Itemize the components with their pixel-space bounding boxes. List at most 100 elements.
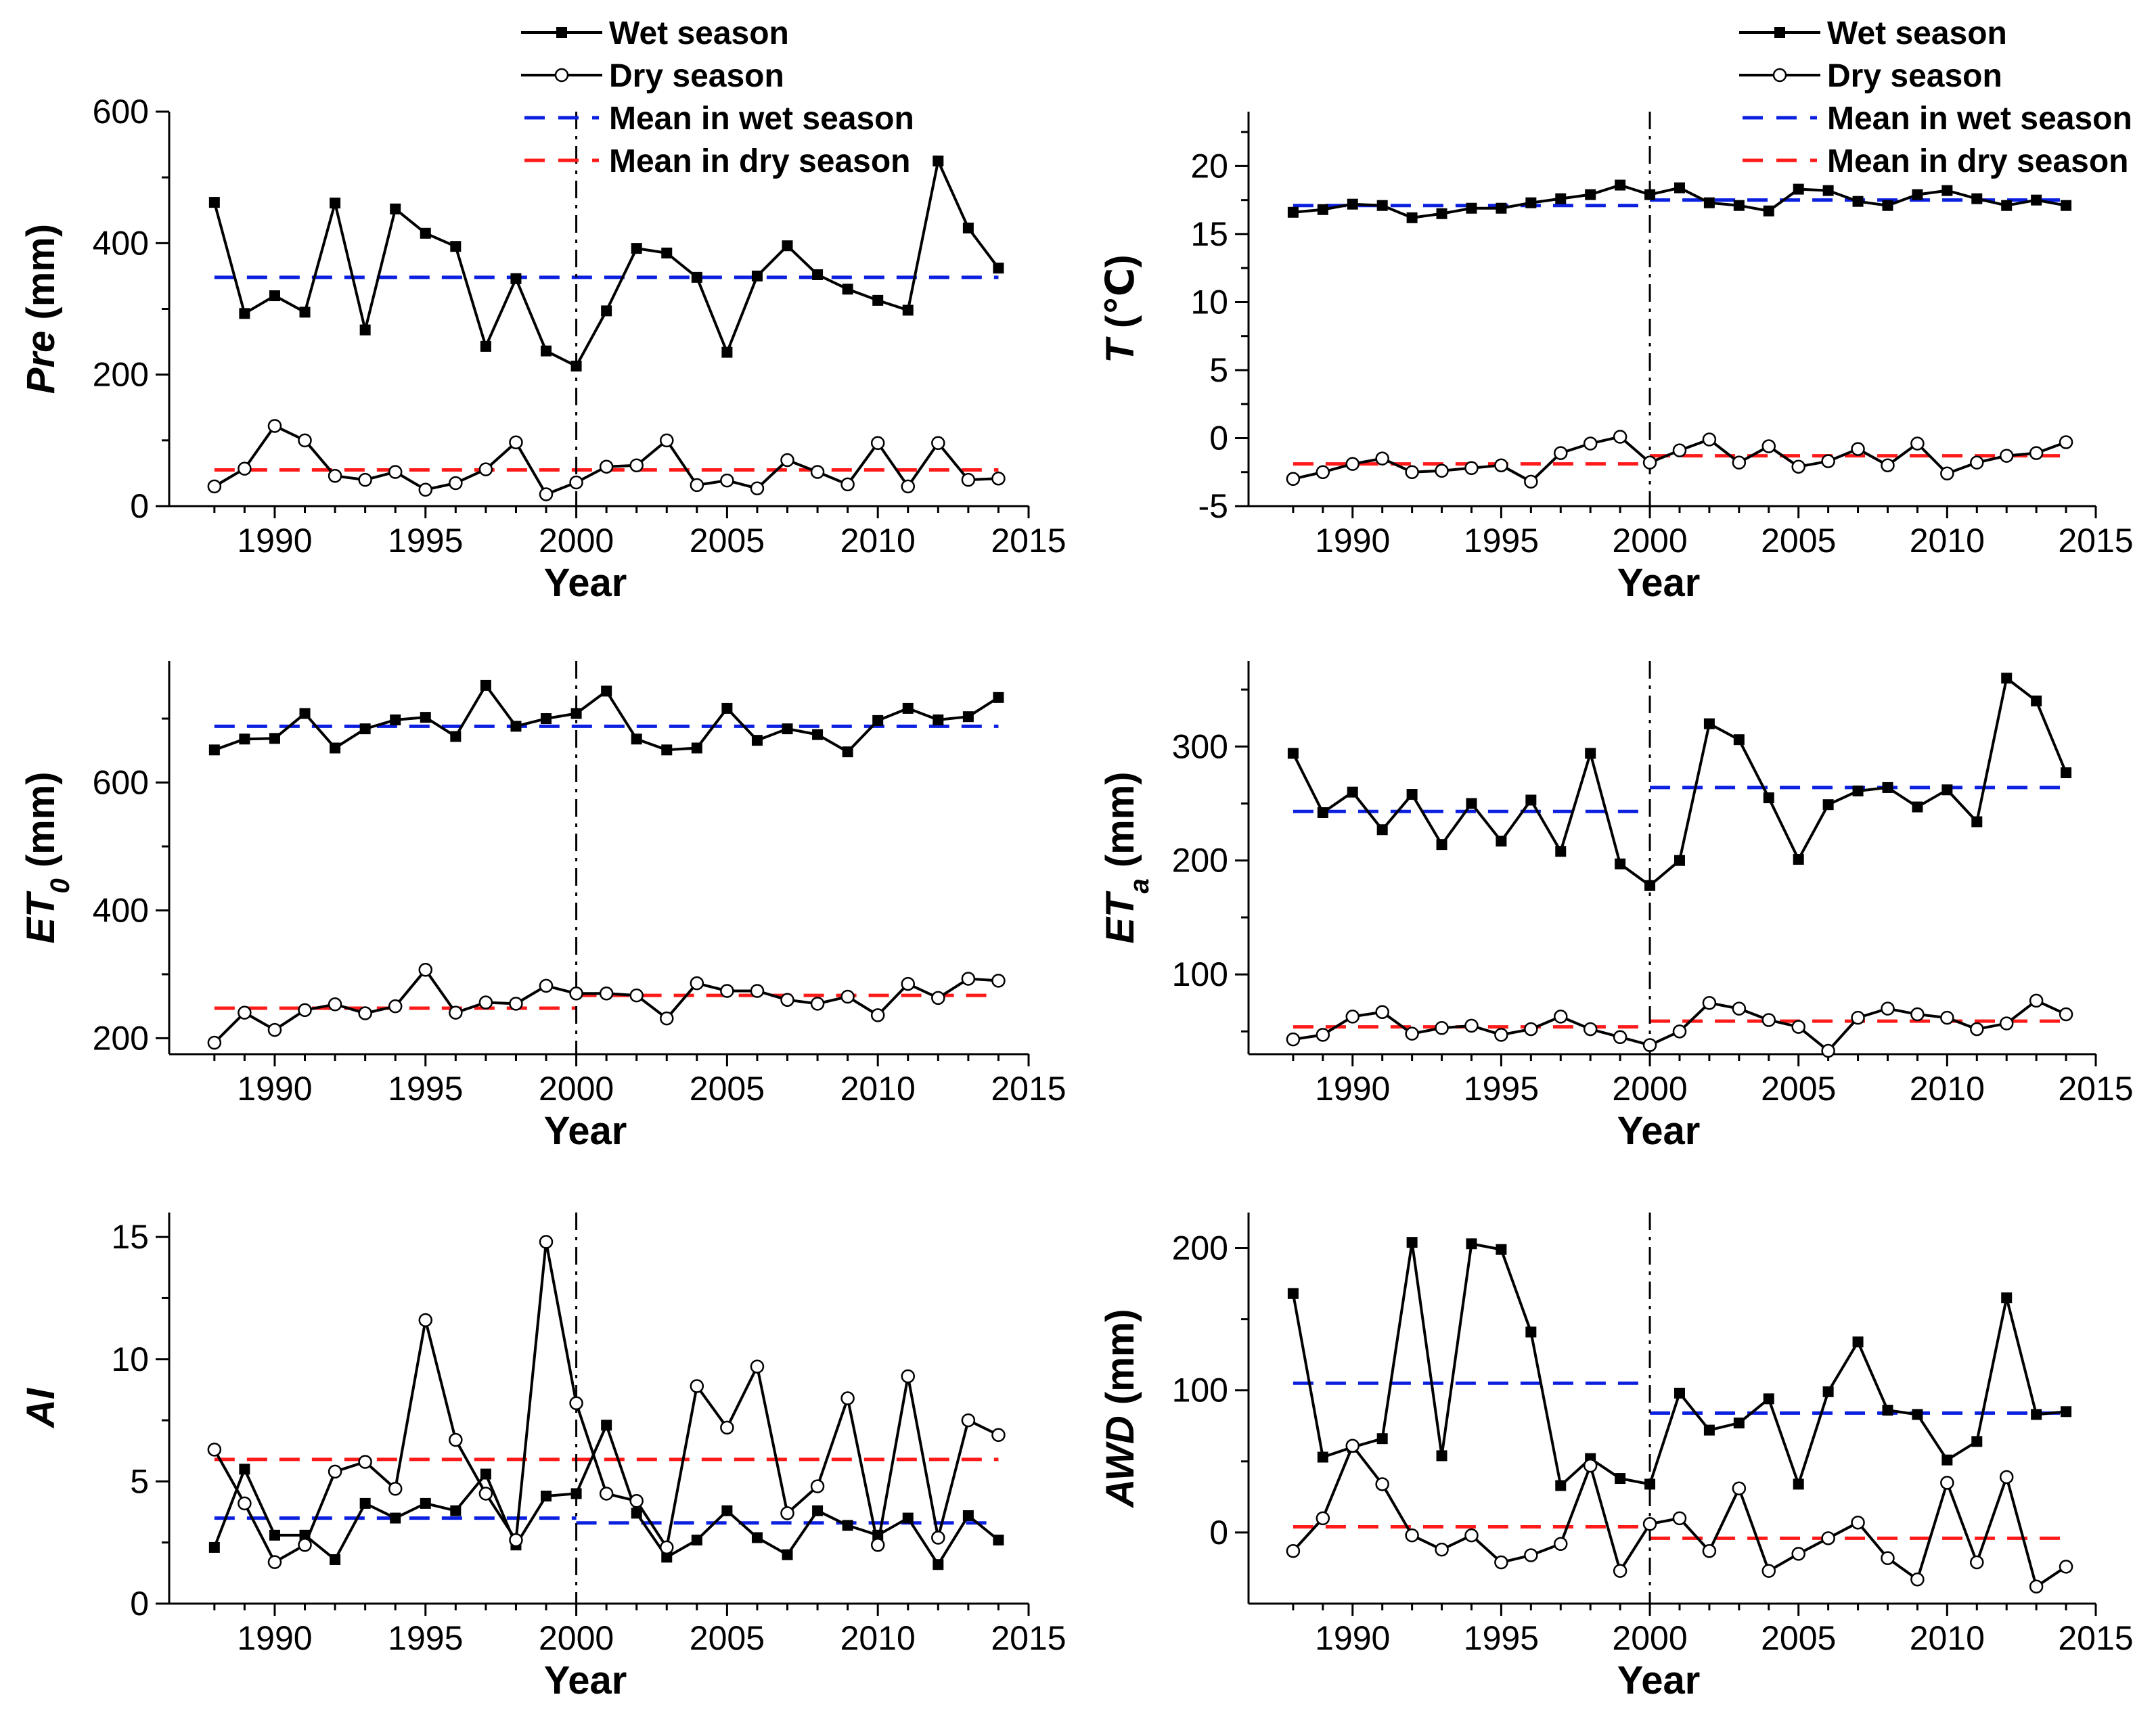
dry-season-point bbox=[1732, 1001, 1747, 1016]
x-tick-label: 2015 bbox=[991, 1070, 1066, 1108]
dry-season-point bbox=[1583, 436, 1598, 451]
legend-dry-marker bbox=[554, 68, 569, 83]
pre-legend: Wet season Dry season Mean in wet season Me… bbox=[521, 16, 914, 179]
wet-season-point bbox=[993, 692, 1004, 703]
dry-season-point bbox=[931, 436, 945, 450]
dry-season-point bbox=[1286, 1032, 1301, 1047]
y-tick-label: 5 bbox=[1209, 351, 1228, 389]
dry-season-point bbox=[238, 1496, 252, 1511]
dry-season-point bbox=[660, 1011, 674, 1026]
dry-season-point bbox=[358, 1455, 372, 1469]
dry-season-point bbox=[1435, 1021, 1449, 1035]
dry-season-point bbox=[870, 1538, 885, 1552]
dry-season-point bbox=[1761, 1564, 1776, 1578]
t-panel: 1990 1995 2000 2005 2010 2015 -5 0 5 10 15 20 Year T … bbox=[1098, 16, 2134, 605]
y-axis-title: T (℃) bbox=[1098, 254, 1142, 363]
y-tick-label: 400 bbox=[93, 224, 149, 262]
dry-season-point bbox=[1345, 457, 1360, 471]
wet-season-point bbox=[812, 729, 824, 740]
wet-season-point bbox=[1852, 196, 1864, 207]
wet-season-point bbox=[872, 715, 884, 726]
wet-season-point bbox=[1763, 205, 1774, 217]
dry-season-point bbox=[1881, 1001, 1895, 1016]
legend-wet-marker bbox=[1774, 27, 1785, 38]
x-tick-label: 1990 bbox=[1315, 1070, 1390, 1108]
wet-season-point bbox=[1822, 185, 1834, 196]
x-tick-label: 2010 bbox=[840, 1070, 916, 1108]
wet-season-point bbox=[782, 723, 793, 735]
wet-season-point bbox=[661, 1552, 673, 1563]
y-axis-unit: (℃) bbox=[1098, 254, 1142, 339]
y-tick-label: 600 bbox=[93, 93, 149, 131]
y-axis-title: AI bbox=[19, 1387, 63, 1429]
dry-season-point bbox=[238, 461, 252, 476]
wet-season-point bbox=[1822, 799, 1834, 811]
dry-season-point bbox=[720, 984, 734, 998]
wet-season-point bbox=[1287, 206, 1299, 218]
dry-season-point bbox=[961, 972, 976, 986]
wet-season-point bbox=[420, 227, 431, 239]
dry-season-point bbox=[207, 1443, 222, 1457]
dry-season-point bbox=[1642, 1038, 1657, 1052]
dry-season-point bbox=[1464, 1528, 1479, 1543]
dry-season-point bbox=[1435, 463, 1449, 478]
wet-season-point bbox=[2061, 200, 2072, 211]
dry-season-point bbox=[2059, 1007, 2073, 1022]
dry-season-point bbox=[1851, 1010, 1865, 1025]
dry-season-point bbox=[1851, 442, 1865, 456]
wet-season-point bbox=[842, 284, 853, 295]
dry-season-point bbox=[1999, 449, 2014, 463]
y-tick-label: 10 bbox=[111, 1340, 149, 1378]
y-tick-label: 15 bbox=[1190, 215, 1228, 253]
ai-panel: 1990 1995 2000 2005 2010 2015 0 5 10 15 Year AI bbox=[19, 1213, 1066, 1702]
wet-season-point bbox=[1466, 1238, 1477, 1250]
wet-season-point bbox=[480, 1468, 491, 1480]
dry-season-point bbox=[720, 473, 734, 488]
dry-season-point bbox=[629, 1494, 644, 1508]
dry-season-point bbox=[1702, 1543, 1717, 1558]
y-axis-variable: AWD bbox=[1098, 1416, 1142, 1508]
wet-season-point bbox=[1971, 193, 1983, 204]
et0-panel: 1990 1995 2000 2005 2010 2015 200 400 600 Year ET0… bbox=[19, 661, 1066, 1153]
dry-season-point bbox=[539, 1235, 554, 1249]
wet-season-point bbox=[933, 714, 944, 725]
legend-label: Wet season bbox=[1827, 16, 2007, 51]
wet-season-point bbox=[330, 1554, 341, 1565]
wet-season-point bbox=[1376, 824, 1388, 836]
dry-season-point bbox=[991, 974, 1006, 988]
wet-season-point bbox=[1615, 1473, 1626, 1485]
y-axis-subscript: 0 bbox=[45, 878, 75, 893]
wet-season-point bbox=[1376, 200, 1388, 211]
dry-season-point bbox=[1554, 1010, 1568, 1024]
x-tick-label: 2010 bbox=[1910, 1070, 1985, 1108]
wet-season-point bbox=[390, 1512, 401, 1524]
x-axis-title: Year bbox=[1617, 1109, 1701, 1153]
wet-season-point bbox=[299, 708, 311, 719]
dry-season-point bbox=[1791, 1020, 1805, 1034]
y-axis-unit: (mm) bbox=[1098, 1309, 1142, 1416]
dry-season-point bbox=[810, 465, 825, 479]
dry-season-point bbox=[298, 1003, 312, 1018]
dry-season-point bbox=[901, 1369, 916, 1384]
dry-season-point bbox=[690, 976, 704, 991]
x-tick-label: 2010 bbox=[1910, 1619, 1985, 1657]
x-axis-title: Year bbox=[544, 1658, 627, 1702]
wet-season-point bbox=[721, 346, 733, 358]
wet-season-point bbox=[570, 708, 582, 719]
dry-season-point bbox=[599, 1487, 614, 1501]
wet-season-point bbox=[1615, 179, 1626, 191]
dry-season-point bbox=[418, 482, 433, 497]
y-axis-unit: (mm) bbox=[19, 224, 63, 331]
wet-season-point bbox=[390, 714, 401, 725]
y-axis-variable: ET bbox=[19, 890, 63, 944]
wet-season-point bbox=[2001, 673, 2013, 684]
dry-season-point bbox=[1642, 455, 1657, 470]
dry-season-point bbox=[901, 976, 916, 991]
wet-season-point bbox=[541, 1491, 552, 1502]
wet-season-point bbox=[751, 735, 763, 746]
dry-season-point bbox=[388, 1481, 403, 1496]
dry-season-point bbox=[328, 1464, 342, 1479]
x-tick-label: 1995 bbox=[388, 522, 463, 560]
wet-season-point bbox=[1971, 1436, 1983, 1447]
